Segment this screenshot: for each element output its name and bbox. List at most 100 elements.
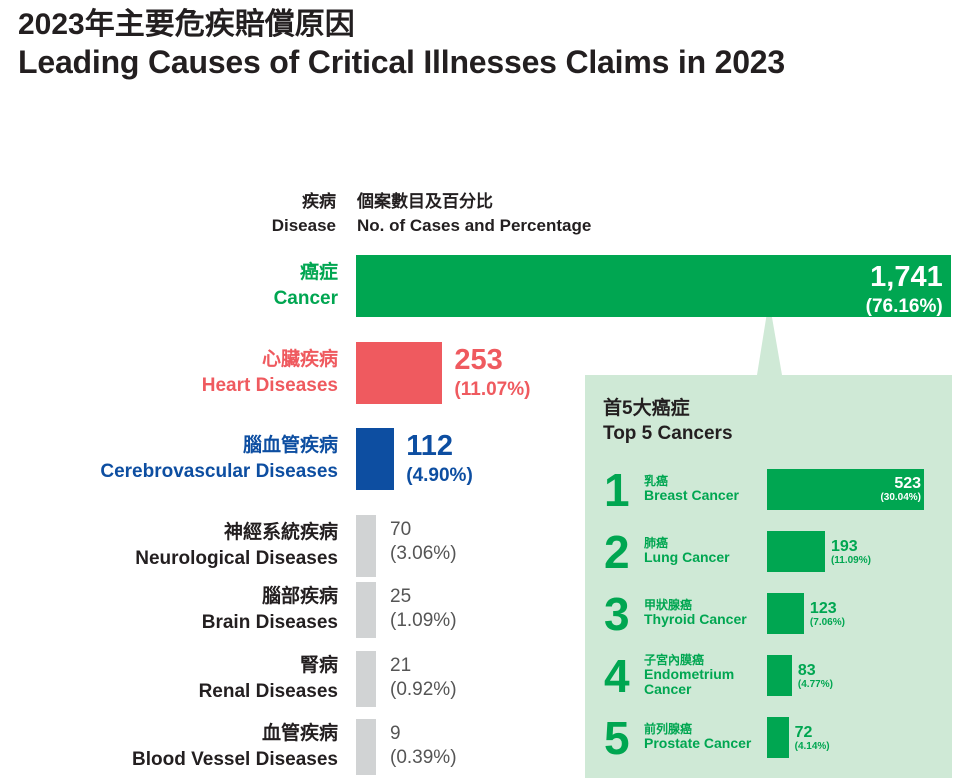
rank-number: 3: [604, 588, 630, 640]
cancer-bar: [767, 655, 792, 696]
cancer-value-label: 123: [809, 600, 837, 617]
category-label-zh: 癌症: [299, 262, 338, 283]
value-label: 70: [390, 519, 412, 540]
cancer-value-label: 193: [830, 538, 858, 555]
value-label: 25: [390, 586, 412, 607]
category-label-en: Neurological Diseases: [135, 548, 338, 569]
percent-label: (76.16%): [865, 296, 943, 317]
chart-title-en: Leading Causes of Critical Illnesses Cla…: [18, 44, 786, 80]
callout-pointer: [757, 300, 782, 375]
category-label: 神經系統疾病 Neurological Diseases: [135, 520, 338, 572]
data-label: 112 (4.90%): [406, 430, 473, 486]
cancer-label-zh: 子宮內膜癌: [644, 653, 705, 667]
value-label: 21: [390, 655, 412, 676]
data-label: 70 (3.06%): [390, 518, 457, 566]
data-label: 1,741 (76.16%): [865, 261, 943, 317]
cancer-value-label: 523: [894, 475, 922, 492]
data-label: 9 (0.39%): [390, 722, 457, 770]
cancer-bar: [767, 531, 825, 572]
data-label: 253 (11.07%): [454, 344, 531, 400]
bar: [356, 342, 443, 404]
cancer-value-label: 83: [797, 662, 816, 679]
cancer-data-label: 193 (11.09%): [831, 538, 871, 567]
category-label-zh: 血管疾病: [261, 723, 338, 744]
cancer-label-en: Endometrium Cancer: [644, 666, 735, 697]
bar: [356, 515, 376, 577]
bar: [356, 255, 951, 317]
category-label: 腦血管疾病 Cerebrovascular Diseases: [100, 433, 338, 485]
category-label-zh: 腦部疾病: [261, 586, 338, 607]
callout-panel-bg: [585, 375, 952, 778]
cancer-data-label: 72 (4.14%): [795, 724, 830, 753]
category-label-zh: 神經系統疾病: [223, 522, 338, 543]
cases-column-header: 個案數目及百分比 No. of Cases and Percentage: [357, 190, 591, 238]
cases-header-zh: 個案數目及百分比: [357, 192, 493, 211]
bar: [356, 651, 376, 707]
chart-title-zh: 2023年主要危疾賠償原因: [18, 8, 355, 41]
category-label-en: Blood Vessel Diseases: [132, 749, 338, 770]
bar: [356, 582, 376, 638]
cancer-label: 肺癌 Lung Cancer: [644, 536, 730, 565]
cancer-label-zh: 乳癌: [644, 474, 669, 488]
cancer-bar: [767, 469, 924, 510]
cancer-value-label: 72: [794, 724, 813, 741]
category-label: 癌症 Cancer: [274, 260, 338, 312]
cancer-label: 前列腺癌 Prostate Cancer: [644, 722, 751, 751]
category-label-zh: 腦血管疾病: [242, 435, 338, 456]
cancer-data-label: 83 (4.77%): [798, 662, 833, 691]
bar: [356, 428, 395, 490]
disease-header-en: Disease: [271, 216, 336, 235]
rank-number: 2: [604, 526, 630, 578]
category-label-en: Renal Diseases: [198, 681, 338, 702]
cases-header-en: No. of Cases and Percentage: [357, 216, 592, 235]
cancer-bar: [767, 593, 804, 634]
top5-title: 首5大癌症 Top 5 Cancers: [603, 396, 733, 446]
category-label: 腦部疾病 Brain Diseases: [202, 584, 338, 636]
cancer-label: 甲狀腺癌 Thyroid Cancer: [644, 598, 747, 627]
cancer-data-label: 123 (7.06%): [810, 600, 845, 629]
cancer-label-en: Thyroid Cancer: [644, 611, 747, 627]
cancer-label: 子宮內膜癌 Endometrium Cancer: [644, 653, 749, 697]
rank-number: 5: [604, 712, 630, 764]
category-label-en: Cerebrovascular Diseases: [100, 461, 338, 482]
top5-title-en: Top 5 Cancers: [603, 423, 733, 444]
cancer-label-zh: 前列腺癌: [644, 722, 693, 736]
data-label: 25 (1.09%): [390, 585, 457, 633]
cancer-label-zh: 甲狀腺癌: [644, 598, 693, 612]
cancer-percent-label: (4.14%): [794, 741, 830, 752]
top5-title-zh: 首5大癌症: [603, 398, 690, 419]
value-label: 1,741: [870, 261, 943, 293]
category-label: 心臟疾病 Heart Diseases: [202, 347, 338, 399]
category-label-zh: 心臟疾病: [261, 349, 338, 370]
percent-label: (11.07%): [454, 379, 531, 400]
category-label-en: Heart Diseases: [201, 375, 338, 396]
cancer-label-en: Prostate Cancer: [644, 735, 752, 751]
category-label-en: Brain Diseases: [201, 612, 338, 633]
cancer-percent-label: (7.06%): [809, 617, 845, 628]
percent-label: (0.92%): [390, 679, 457, 700]
percent-label: (0.39%): [390, 747, 457, 768]
percent-label: (3.06%): [390, 543, 457, 564]
percent-label: (4.90%): [406, 465, 473, 486]
bar: [356, 719, 376, 775]
cancer-percent-label: (11.09%): [830, 555, 871, 566]
category-label-zh: 腎病: [299, 655, 338, 676]
percent-label: (1.09%): [390, 610, 457, 631]
value-label: 253: [454, 344, 503, 376]
cancer-percent-label: (4.77%): [797, 679, 833, 690]
value-label: 112: [406, 430, 454, 462]
category-label: 血管疾病 Blood Vessel Diseases: [132, 721, 338, 773]
cancer-data-label: 523 (30.04%): [880, 475, 921, 504]
category-label-en: Cancer: [273, 288, 338, 309]
cancer-percent-label: (30.04%): [880, 492, 922, 503]
value-label: 9: [390, 723, 401, 744]
rank-number: 4: [604, 650, 630, 702]
data-label: 21 (0.92%): [390, 654, 457, 702]
cancer-label-en: Lung Cancer: [644, 549, 730, 565]
cancer-label-zh: 肺癌: [644, 536, 669, 550]
category-label: 腎病 Renal Diseases: [199, 653, 338, 705]
disease-header-zh: 疾病: [302, 192, 336, 211]
disease-column-header: 疾病 Disease: [272, 190, 336, 238]
cancer-label: 乳癌 Breast Cancer: [644, 474, 739, 503]
